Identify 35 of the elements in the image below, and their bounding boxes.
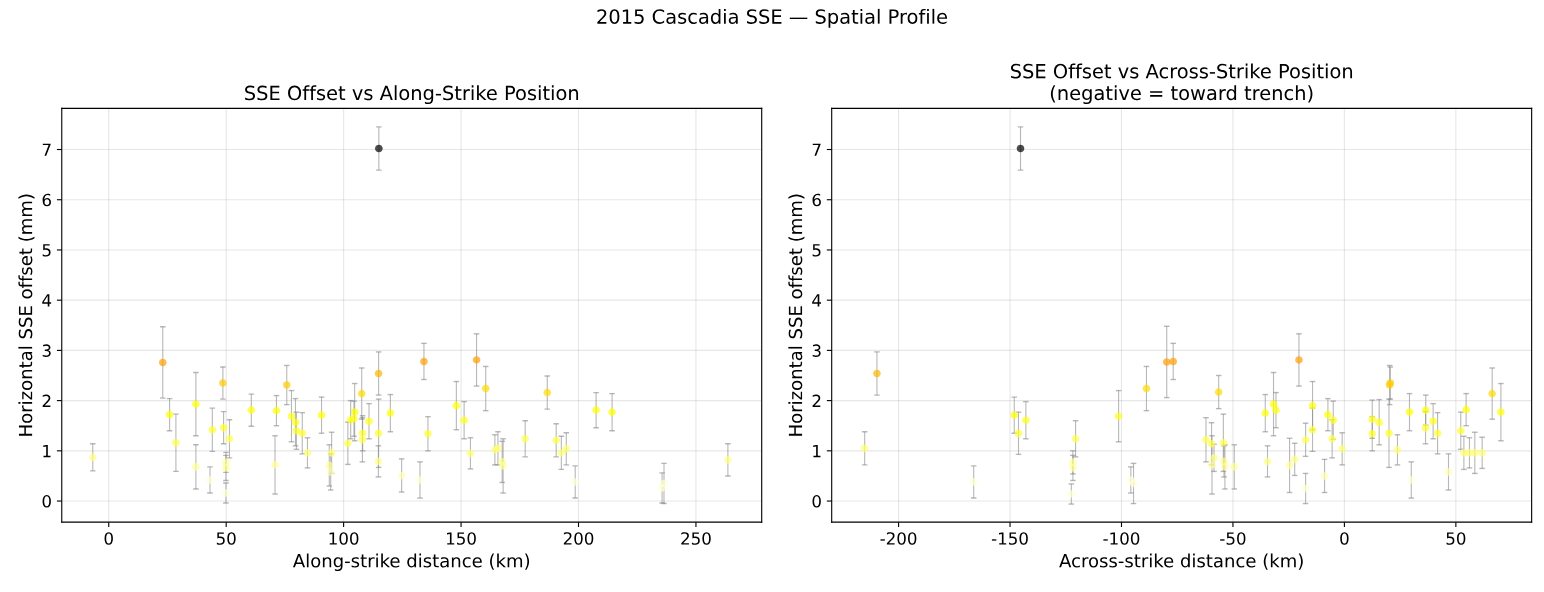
x-tick-label: 150 (446, 532, 476, 545)
x-tick-label: -200 (880, 532, 917, 545)
x-tick-label: 50 (1446, 532, 1466, 545)
y-tick-label: 2 (812, 394, 821, 407)
y-tick-label: 7 (42, 143, 51, 156)
y-tick-label: 1 (43, 445, 51, 458)
y-tick-label: 3 (42, 344, 51, 357)
text: 2015 Cascadia SSE — Spatial Profile (597, 8, 948, 28)
chart-title: SSE Offset vs Along-Strike Position (245, 85, 579, 105)
x-tick-label: 250 (681, 532, 711, 545)
y-tick-label: 6 (42, 193, 51, 207)
x-axis-title: Along-strike distance (km) (292, 553, 530, 572)
chart-title: SSE Offset vs Across-Strike Position (negative = toward trench) (1010, 63, 1353, 105)
y-tick-label: 4 (812, 294, 822, 307)
y-tick-label: 3 (812, 344, 821, 357)
y-tick-label: 4 (42, 294, 52, 307)
x-tick-label: -100 (1103, 532, 1140, 545)
y-axis-title: Horizontal SSE offset (mm) (788, 194, 805, 436)
x-tick-label: -150 (991, 532, 1028, 545)
x-tick-label: 0 (104, 532, 113, 545)
x-axis-title: Across-strike distance (km) (1059, 553, 1303, 570)
x-tick-label: 100 (329, 532, 359, 545)
y-tick-label: 5 (42, 244, 51, 257)
y-tick-label: 2 (42, 394, 51, 407)
x-tick-label: 50 (216, 532, 236, 545)
x-tick-label: 0 (1340, 532, 1349, 545)
y-tick-label: 0 (812, 495, 821, 508)
y-tick-label: 6 (812, 193, 821, 207)
y-tick-label: 5 (812, 244, 821, 257)
x-tick-label: 200 (563, 532, 594, 545)
y-tick-label: 7 (812, 143, 821, 156)
y-tick-label: 0 (42, 495, 51, 508)
y-axis-title: Horizontal SSE offset (mm) (18, 194, 35, 436)
x-tick-label: -50 (1220, 532, 1246, 545)
y-tick-label: 1 (813, 445, 821, 458)
